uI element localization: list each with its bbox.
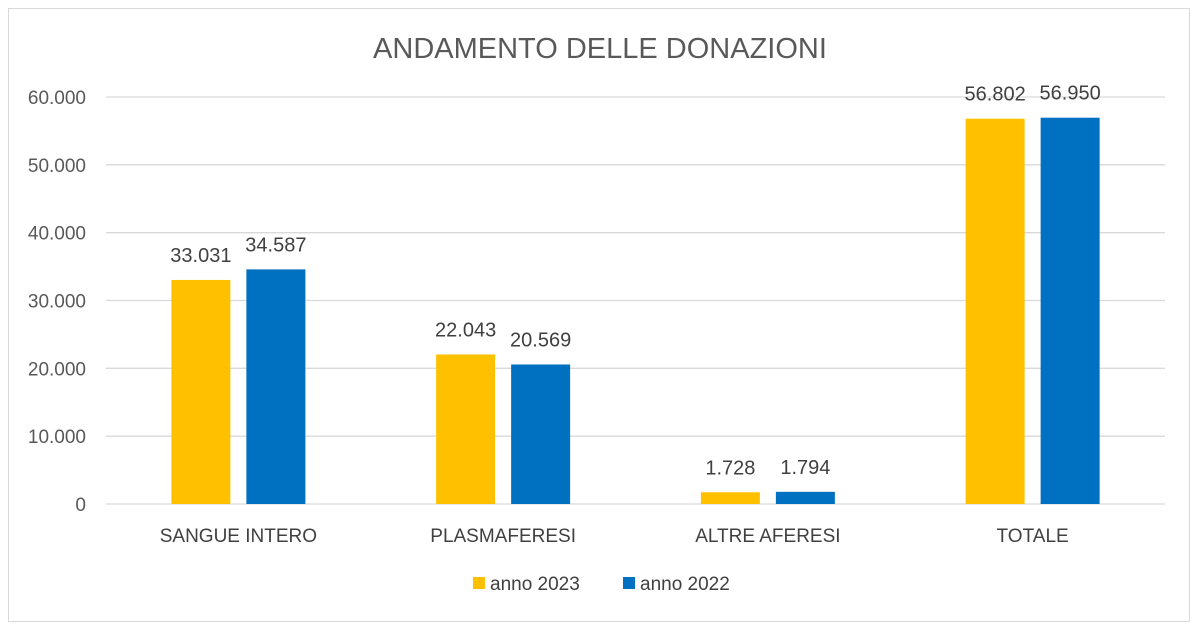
y-tick-label: 40.000 [28, 224, 86, 245]
bar-series2 [511, 364, 571, 504]
legend-label: anno 2022 [640, 574, 730, 595]
bars [171, 117, 1100, 505]
data-label: 20.569 [510, 329, 571, 351]
x-category-label: SANGUE INTERO [160, 526, 317, 547]
y-tick-label: 10.000 [28, 427, 86, 448]
chart-title: ANDAMENTO DELLE DONAZIONI [373, 33, 827, 65]
bar-series1 [965, 118, 1025, 504]
data-label: 1.728 [705, 457, 755, 479]
bar-series1 [171, 279, 231, 504]
y-tick-label: 0 [75, 495, 86, 516]
data-label: 56.950 [1040, 83, 1101, 105]
legend: anno 2023 anno 2022 [473, 574, 730, 595]
data-label: 1.794 [780, 457, 830, 479]
data-label: 56.802 [965, 84, 1026, 106]
x-category-label: ALTRE AFERESI [695, 526, 840, 547]
bar-series1 [436, 354, 496, 504]
y-tick-label: 50.000 [28, 156, 86, 177]
y-tick-label: 60.000 [28, 88, 86, 109]
x-category-label: PLASMAFERESI [430, 526, 576, 547]
bar-series2 [775, 491, 835, 504]
legend-label: anno 2023 [490, 574, 580, 595]
y-axis-ticks: 0 10.000 20.000 30.000 40.000 50.000 60.000 [28, 88, 86, 516]
data-label: 34.587 [245, 234, 306, 256]
x-axis-categories: SANGUE INTERO PLASMAFERESI ALTRE AFERESI TO… [160, 526, 1069, 547]
bar-series2 [246, 269, 306, 504]
data-labels: 33.031 34.587 22.043 20.569 1.728 1.794 56.802… [170, 83, 1100, 480]
data-label: 22.043 [435, 319, 496, 341]
y-tick-label: 20.000 [28, 359, 86, 380]
legend-swatch [473, 577, 485, 589]
x-category-label: TOTALE [997, 526, 1069, 547]
y-tick-label: 30.000 [28, 292, 86, 313]
data-label: 33.031 [170, 245, 231, 267]
legend-swatch [623, 577, 635, 589]
bar-series1 [700, 492, 760, 504]
bar-series2 [1040, 117, 1100, 505]
